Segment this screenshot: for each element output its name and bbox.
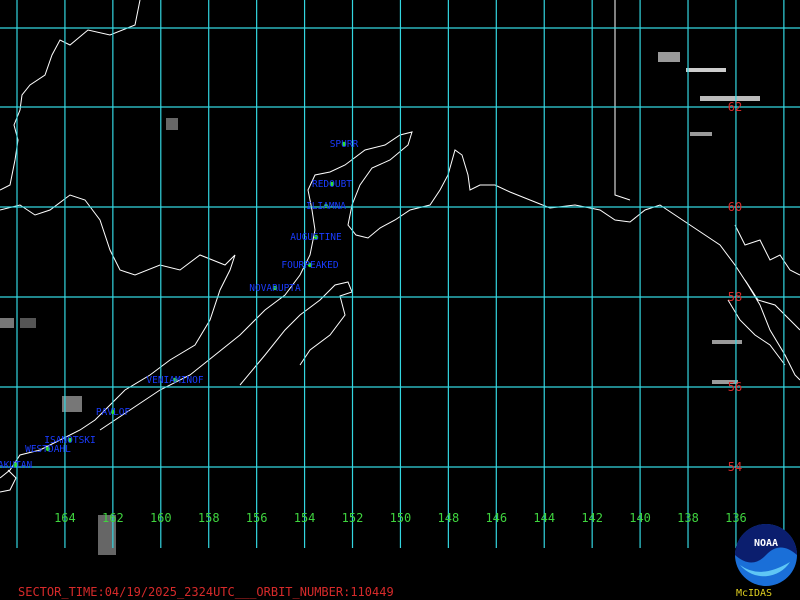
longitude-label: 150 (390, 511, 412, 525)
longitude-label: 148 (438, 511, 460, 525)
cloud (712, 340, 742, 344)
volcano-marker (323, 203, 329, 209)
logo-wave (740, 562, 790, 577)
volcano-label: ILIAMNA (306, 201, 346, 212)
latitude-label: 62 (728, 100, 742, 114)
volcano-marker (313, 234, 319, 240)
longitude-label: 140 (629, 511, 651, 525)
volcano-label: WESTDAHL (25, 444, 71, 455)
volcano-label: AKUTAN (0, 460, 32, 471)
latitude-label: 58 (728, 290, 742, 304)
cloud (690, 132, 712, 136)
noaa-logo: NOAA McIDAS (735, 524, 797, 599)
volcano-marker (172, 377, 178, 383)
volcano-marker (307, 262, 313, 268)
latitude-label: 56 (728, 380, 742, 394)
coastline (0, 194, 236, 479)
cloud (712, 380, 738, 384)
logo-top (735, 524, 797, 563)
coastlines (0, 0, 800, 493)
cloud (62, 396, 82, 412)
longitude-label: 146 (485, 511, 507, 525)
longitude-label: 156 (246, 511, 268, 525)
volcano-marker (341, 141, 347, 147)
logo-badge: NOAA (754, 538, 778, 549)
volcano-label: SPURR (330, 139, 359, 150)
cloud (700, 96, 760, 101)
labels: 164 162 160 158 156 154 152 150 148 146 144 142 140 1… (0, 100, 747, 525)
longitude-label: 136 (725, 511, 747, 525)
volcano-label: AUGUSTINE (290, 232, 342, 243)
volcano-marker (110, 409, 116, 415)
coastline (239, 281, 353, 386)
logo-caption: McIDAS (736, 588, 772, 599)
longitude-label: 142 (581, 511, 603, 525)
volcano-marker (67, 437, 73, 443)
longitude-label: 154 (294, 511, 316, 525)
coastline (614, 0, 631, 201)
coastline (0, 469, 17, 493)
volcano-label: NOVARUPTA (249, 283, 301, 294)
longitude-label: 160 (150, 511, 172, 525)
longitude-label: 144 (533, 511, 555, 525)
longitude-label: 158 (198, 511, 220, 525)
cloud (658, 52, 680, 62)
volcano-label: VENIAMINOF (146, 375, 203, 386)
latitude-label: 60 (728, 200, 742, 214)
coastline (99, 131, 800, 431)
latitude-label: 54 (728, 460, 742, 474)
volcano-marker (272, 285, 278, 291)
cloud-speckles (0, 52, 760, 555)
volcano-label: REDOUBT (312, 179, 352, 190)
volcano-marker (45, 446, 51, 452)
cloud (686, 68, 726, 72)
footer-text: SECTOR_TIME:04/19/2025_2324UTC___ORBIT_N… (18, 585, 394, 599)
cloud (166, 118, 178, 130)
cloud (0, 318, 14, 328)
volcano-label: ISANOTSKI (44, 435, 95, 446)
cloud (20, 318, 36, 328)
volcano-marker (12, 462, 18, 468)
longitude-label: 152 (342, 511, 364, 525)
longitude-label: 138 (677, 511, 699, 525)
volcano-label: PAVLOF (96, 407, 131, 418)
longitude-label: 162 (102, 511, 124, 525)
volcano-label: FOURPEAKED (281, 260, 338, 271)
volcano-marker (329, 181, 335, 187)
cloud (98, 515, 116, 555)
graticule (0, 0, 800, 548)
longitude-label: 164 (54, 511, 76, 525)
